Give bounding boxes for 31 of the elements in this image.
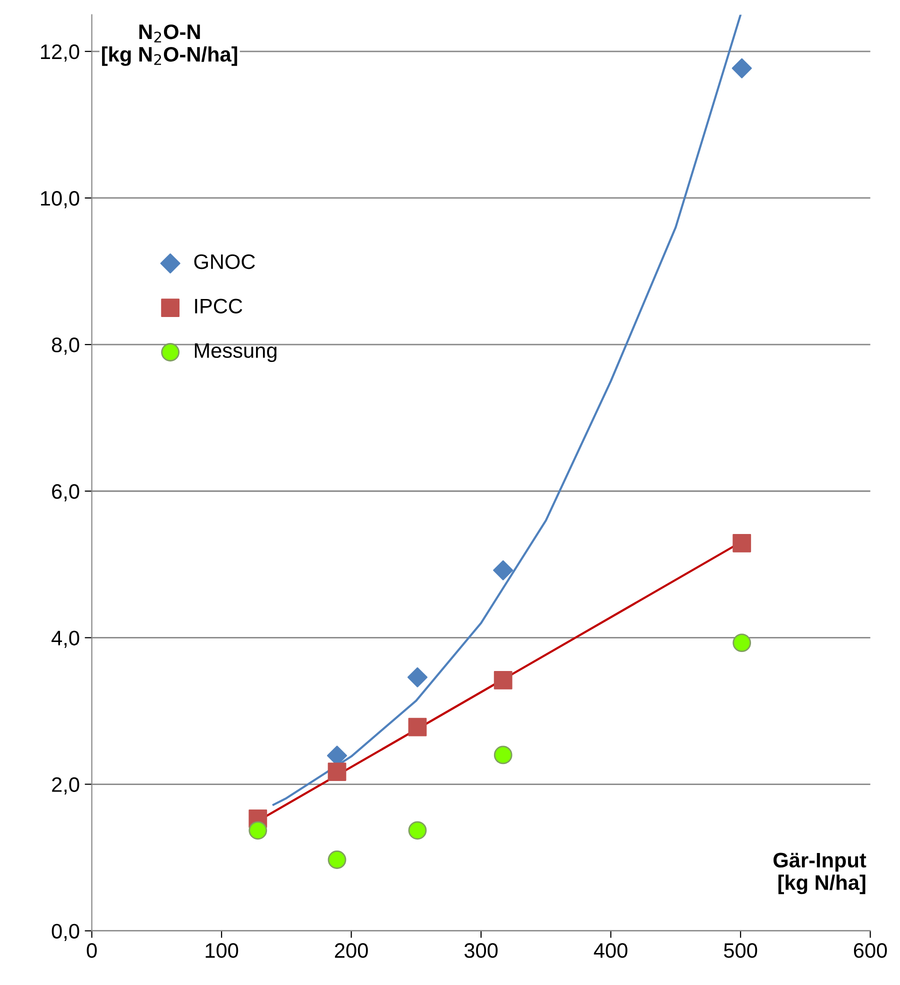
x-tick-label: 200 [334, 943, 368, 958]
legend-label: GNOC [194, 254, 255, 270]
point [328, 762, 346, 781]
point [732, 58, 752, 78]
point [732, 634, 752, 652]
x-tick-label: 300 [464, 943, 498, 958]
y-tick-label: 6,0 [52, 484, 80, 502]
point [493, 560, 514, 580]
x-tick-label: 500 [724, 943, 758, 958]
y-tick-label: 2,0 [52, 777, 80, 794]
y-tick-label: 0,0 [52, 924, 80, 942]
x-tick-label: 0 [86, 943, 97, 958]
point [408, 718, 427, 736]
y-tick-label: 8,0 [52, 338, 80, 355]
x-tick-label: 400 [594, 943, 628, 958]
point [732, 534, 752, 552]
legend-label: IPCC [195, 298, 242, 314]
point [328, 850, 346, 869]
y-tick-label: 12,0 [41, 44, 80, 62]
point [408, 821, 427, 840]
y-axis-title: N$_{2}$O-N [kg N$_{2}$O-N/ha] [102, 24, 238, 66]
x-axis-title: Gär-Input [kg N/ha] [774, 852, 866, 894]
y-tick-label: 4,0 [52, 630, 80, 648]
x-tick-label: 100 [206, 943, 238, 958]
legend-label: Messung [194, 343, 276, 362]
y-tick-label: 10,0 [41, 190, 80, 208]
point [248, 821, 268, 840]
point [407, 667, 428, 688]
x-tick-label: 600 [854, 943, 887, 958]
point [494, 670, 512, 690]
point [494, 746, 512, 764]
